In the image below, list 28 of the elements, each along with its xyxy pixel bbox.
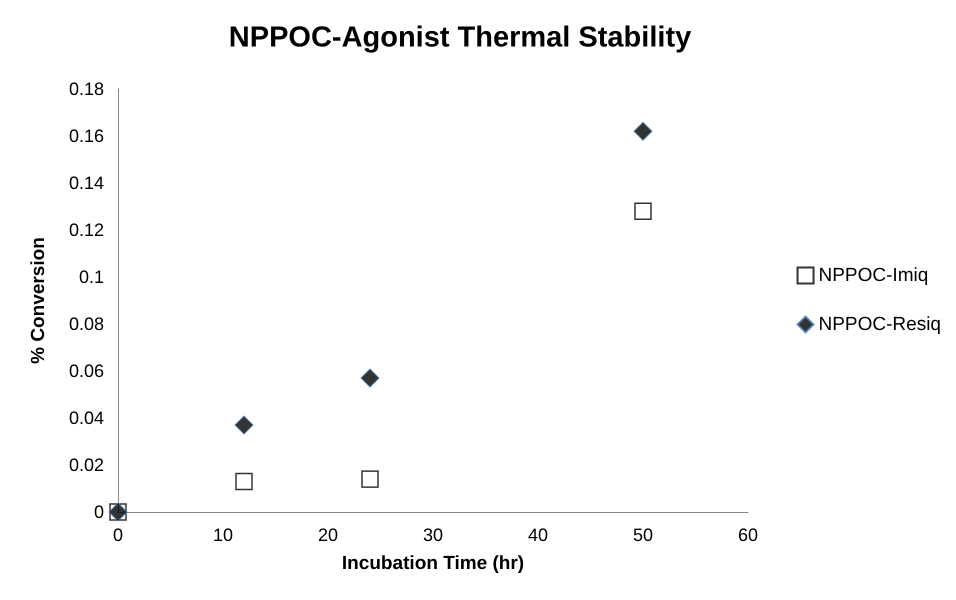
x-tick-label: 10: [212, 525, 234, 545]
y-tick-label: 0.08: [68, 314, 104, 334]
point: [634, 202, 652, 220]
y-tick-label: 0.04: [68, 408, 104, 428]
point: [634, 122, 652, 141]
legend-label: NPPOC-Resiq: [818, 314, 942, 335]
point: [234, 416, 254, 435]
x-tick-label: 50: [632, 525, 654, 545]
x-tick-label: 60: [738, 525, 758, 545]
y-tick-label: 0.16: [68, 126, 104, 146]
x-axis-title: Incubation Time (hr): [342, 553, 524, 574]
x-tick-label: 30: [422, 525, 444, 545]
y-axis-title: % Conversion: [28, 237, 49, 364]
y-tick-label: 0.06: [68, 361, 104, 381]
y-tick-label: 0.12: [68, 220, 104, 240]
x-tick-label: 20: [318, 525, 338, 545]
legend-label: NPPOC-Imiq: [818, 265, 928, 286]
point: [360, 368, 380, 388]
y-tick-label: 0.18: [68, 79, 104, 99]
chart-title: NPPOC-Agonist Thermal Stability: [228, 22, 692, 54]
y-tick-label: 0: [94, 502, 104, 522]
y-tick-label: 0.1: [78, 267, 104, 287]
x-tick-label: 40: [528, 525, 548, 545]
point: [361, 470, 379, 488]
point: [235, 472, 253, 490]
x-tick-label: 0: [112, 525, 124, 545]
y-tick-label: 0.02: [68, 455, 104, 475]
y-tick-label: 0.14: [68, 173, 104, 193]
